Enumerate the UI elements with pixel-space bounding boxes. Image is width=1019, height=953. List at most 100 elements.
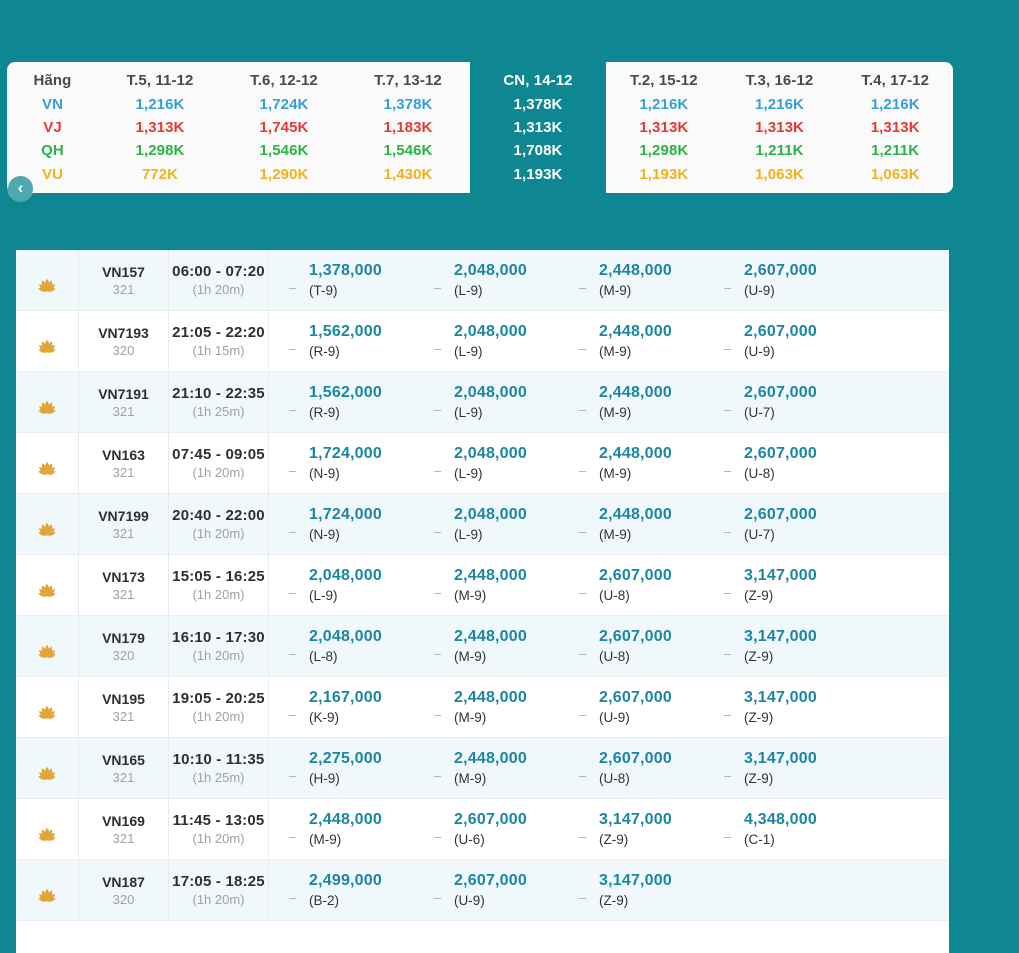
airline-day-price: 1,216K (755, 95, 804, 113)
fare-price: 2,448,000 (599, 445, 672, 462)
fare-cell[interactable]: 2,448,000– (M-9) (414, 677, 559, 737)
fare-cell[interactable]: 2,448,000– (M-9) (559, 494, 704, 554)
fare-cell[interactable]: 2,607,000– (U-6) (414, 799, 559, 859)
calendar-prev-button[interactable]: ‹ (8, 176, 33, 201)
calendar-right-card: T.2, 15-12 1,216K 1,313K 1,298K 1,193K T.3, 1… (606, 62, 953, 193)
flight-info-cell: VN165 321 (79, 738, 169, 798)
fare-class: – (U-8) (579, 768, 630, 786)
fare-cell[interactable]: 1,562,000– (R-9) (269, 372, 414, 432)
aircraft-code: 321 (112, 830, 135, 846)
fare-cell[interactable]: 3,147,000– (Z-9) (559, 860, 704, 920)
flight-row: VN195 321 19:05 - 20:25 (1h 20m) 2,167,000–(… (16, 677, 949, 738)
fare-cell[interactable]: 2,167,000– (K-9) (269, 677, 414, 737)
fare-cell[interactable]: 3,147,000– (Z-9) (704, 616, 849, 676)
fare-cell[interactable]: 2,275,000– (H-9) (269, 738, 414, 798)
fare-cell[interactable]: 2,048,000– (L-9) (414, 433, 559, 493)
fare-class: – (M-9) (434, 768, 487, 786)
dash-icon: – (289, 463, 297, 478)
fare-cell[interactable]: 2,448,000– (M-9) (559, 433, 704, 493)
fare-cell[interactable]: 2,607,000– (U-7) (704, 494, 849, 554)
fare-cell[interactable]: 2,607,000– (U-8) (559, 616, 704, 676)
fare-cell[interactable]: 2,607,000– (U-9) (704, 311, 849, 371)
fare-cell[interactable]: 2,048,000– (L-9) (414, 250, 559, 310)
fare-cell[interactable]: 2,607,000– (U-8) (704, 433, 849, 493)
row-filler (849, 555, 949, 615)
airline-day-price: 1,430K (383, 165, 433, 183)
fare-cell[interactable]: 3,147,000– (Z-9) (559, 799, 704, 859)
fare-cell[interactable]: 2,607,000– (U-7) (704, 372, 849, 432)
calendar-day-column[interactable]: T.7, 13-12 1,378K 1,183K 1,546K 1,430K (346, 62, 470, 193)
aircraft-code: 320 (112, 891, 135, 907)
fare-price: 2,048,000 (454, 384, 527, 401)
fare-cell[interactable]: 2,607,000– (U-8) (559, 738, 704, 798)
fare-cell[interactable]: 2,048,000– (L-9) (269, 555, 414, 615)
flight-row: VN173 321 15:05 - 16:25 (1h 20m) 2,048,000–(… (16, 555, 949, 616)
flight-time-cell: 16:10 - 17:30 (1h 20m) (169, 616, 269, 676)
calendar-day-column[interactable]: T.6, 12-12 1,724K 1,745K 1,546K 1,290K (222, 62, 346, 193)
fare-cell[interactable]: 1,724,000– (N-9) (269, 494, 414, 554)
fare-cell[interactable]: 4,348,000– (C-1) (704, 799, 849, 859)
calendar-day-column[interactable]: T.4, 17-12 1,216K 1,313K 1,211K 1,063K (837, 62, 953, 193)
flight-number: VN187 (102, 873, 145, 890)
dash-icon: – (434, 707, 442, 722)
airline-logo-cell (16, 860, 79, 920)
fare-cell[interactable]: 2,499,000– (B-2) (269, 860, 414, 920)
fare-cell[interactable]: 3,147,000– (Z-9) (704, 677, 849, 737)
airline-day-price: 1,313K (639, 118, 689, 136)
airline-code: VJ (43, 118, 62, 136)
fare-cell[interactable]: 2,448,000– (M-9) (414, 555, 559, 615)
flight-time-cell: 07:45 - 09:05 (1h 20m) (169, 433, 269, 493)
fare-class: – (M-9) (434, 646, 487, 664)
fare-price: 2,048,000 (309, 567, 382, 584)
fare-cell[interactable]: 2,448,000– (M-9) (414, 616, 559, 676)
flight-time-cell: 15:05 - 16:25 (1h 20m) (169, 555, 269, 615)
fare-class: – (H-9) (289, 768, 340, 786)
dash-icon: – (724, 341, 732, 356)
flight-info-cell: VN7191 321 (79, 372, 169, 432)
fare-cell[interactable]: 2,448,000– (M-9) (269, 799, 414, 859)
fare-cell[interactable]: 2,607,000– (U-9) (414, 860, 559, 920)
fare-cell[interactable]: 2,607,000– (U-9) (704, 250, 849, 310)
calendar-day-column[interactable]: T.3, 16-12 1,216K 1,313K 1,211K 1,063K (722, 62, 838, 193)
flight-number: VN179 (102, 629, 145, 646)
calendar-day-column[interactable]: T.5, 11-12 1,216K 1,313K 1,298K 772K (98, 62, 222, 193)
flight-info-cell: VN169 321 (79, 799, 169, 859)
fare-cell[interactable]: 3,147,000– (Z-9) (704, 738, 849, 798)
fare-cell[interactable]: 2,048,000– (L-9) (414, 494, 559, 554)
fare-cell[interactable]: 2,048,000– (L-9) (414, 311, 559, 371)
flight-row: VN7199 321 20:40 - 22:00 (1h 20m) 1,724,000–… (16, 494, 949, 555)
dash-icon: – (579, 707, 587, 722)
fare-price: 2,448,000 (454, 567, 527, 584)
row-filler (849, 250, 949, 310)
fare-cell[interactable]: 1,562,000– (R-9) (269, 311, 414, 371)
fare-cell[interactable]: 2,048,000– (L-8) (269, 616, 414, 676)
flight-number: VN169 (102, 812, 145, 829)
calendar-day-column[interactable]: T.2, 15-12 1,216K 1,313K 1,298K 1,193K (606, 62, 722, 193)
fare-cell[interactable]: 1,724,000– (N-9) (269, 433, 414, 493)
flight-info-cell: VN195 321 (79, 677, 169, 737)
vietnam-airlines-lotus-icon (38, 705, 56, 719)
dash-icon: – (289, 707, 297, 722)
fare-cell[interactable]: 2,448,000– (M-9) (559, 250, 704, 310)
fare-cell[interactable]: 3,147,000– (Z-9) (704, 555, 849, 615)
flight-duration: (1h 15m) (192, 343, 245, 358)
flight-time: 07:45 - 09:05 (172, 446, 265, 463)
fare-class: – (U-8) (724, 463, 775, 481)
flight-row: VN163 321 07:45 - 09:05 (1h 20m) 1,724,000–(… (16, 433, 949, 494)
fare-cell[interactable]: 2,607,000– (U-8) (559, 555, 704, 615)
fare-cell[interactable]: 2,448,000– (M-9) (559, 311, 704, 371)
calendar-selected-day[interactable]: CN, 14-12 1,378K 1,313K 1,708K 1,193K (470, 62, 606, 193)
fare-class: – (U-9) (724, 341, 775, 359)
dash-icon: – (289, 280, 297, 295)
vietnam-airlines-lotus-icon (38, 644, 56, 658)
fare-cell[interactable]: 2,048,000– (L-9) (414, 372, 559, 432)
fare-cell[interactable]: 1,378,000– (T-9) (269, 250, 414, 310)
flight-info-cell: VN157 321 (79, 250, 169, 310)
dash-icon: – (579, 585, 587, 600)
vietnam-airlines-lotus-icon (38, 400, 56, 414)
fare-price: 2,448,000 (454, 628, 527, 645)
fare-cell[interactable]: 2,607,000– (U-9) (559, 677, 704, 737)
fare-cell[interactable]: 2,448,000– (M-9) (414, 738, 559, 798)
fare-cell[interactable]: 2,448,000– (M-9) (559, 372, 704, 432)
dash-icon: – (434, 341, 442, 356)
